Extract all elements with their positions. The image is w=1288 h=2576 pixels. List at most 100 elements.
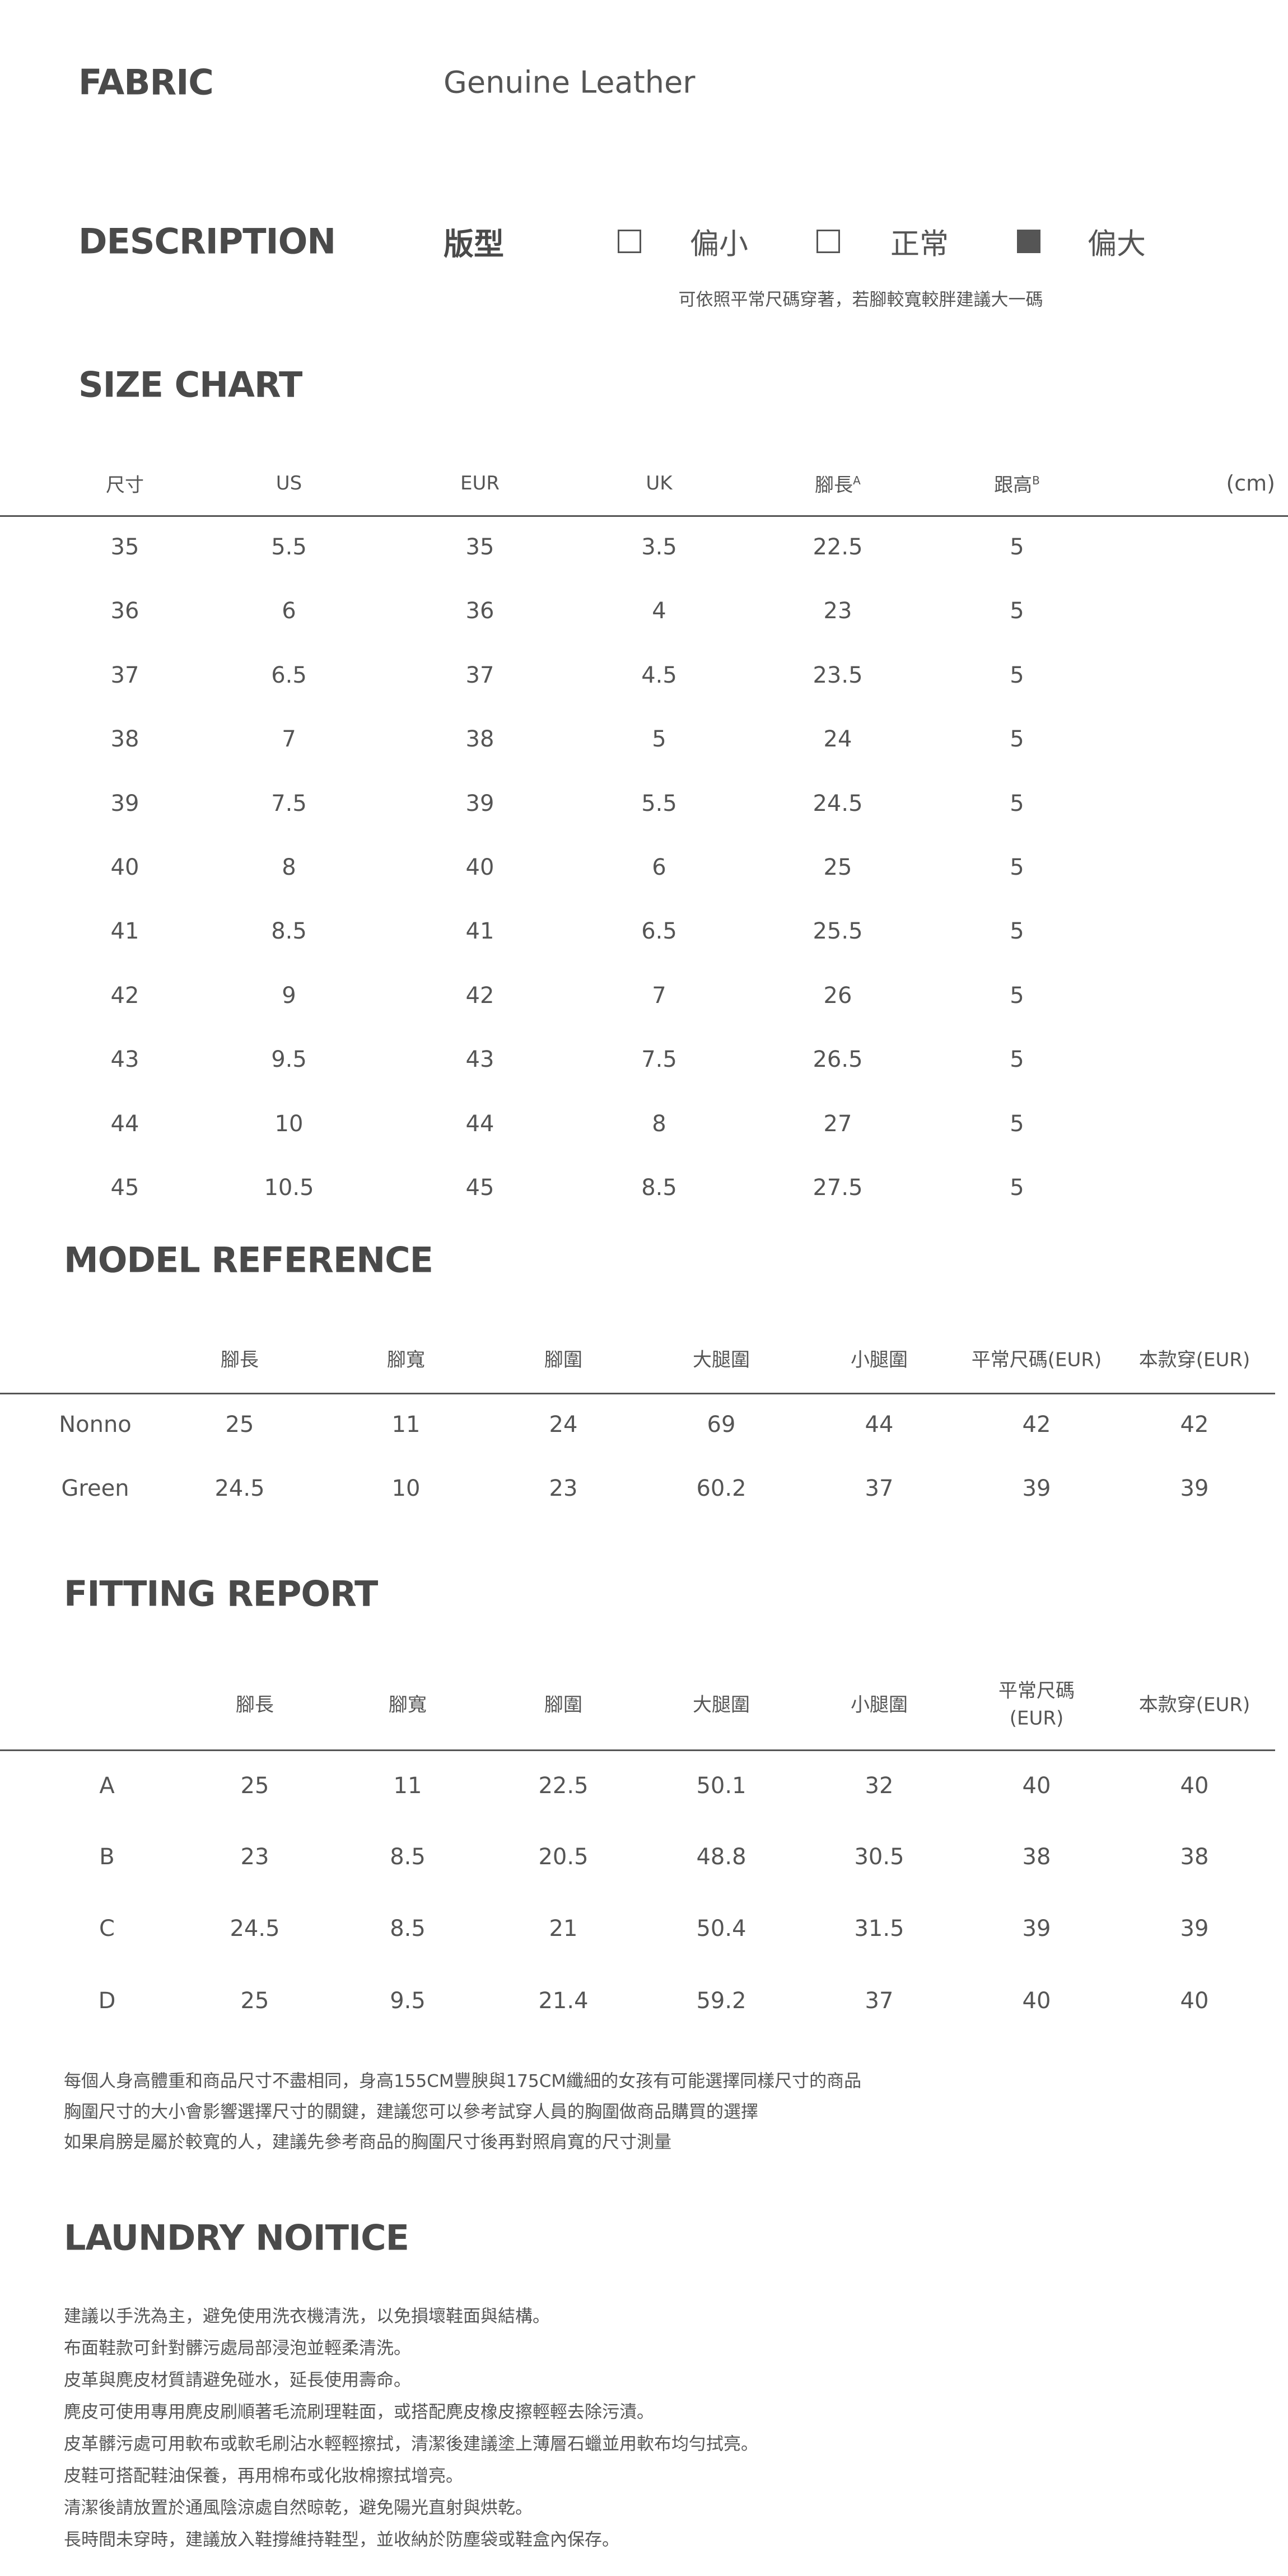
column-header: 腳圍 [544, 1693, 582, 1716]
table-cell: 35 [110, 534, 139, 560]
fitting-note: 每個人身高體重和商品尺寸不盡相同，身高155CM豐腴與175CM纖細的女孩有可能… [64, 2071, 862, 2092]
table-cell: 21 [549, 1916, 578, 1942]
table-cell: 11 [393, 1773, 422, 1799]
table-cell: 36 [465, 598, 494, 624]
table-cell: 27 [823, 1110, 852, 1137]
column-header: 大腿圍 [693, 1348, 750, 1371]
table-cell: 43 [465, 1047, 494, 1073]
column-header: 本款穿(EUR) [1138, 1693, 1250, 1716]
table-cell: 26.5 [813, 1047, 863, 1073]
table-cell: 38 [465, 726, 494, 753]
laundry-item: 布面鞋款可針對髒污處局部浸泡並輕柔清洗。 [64, 2338, 411, 2359]
table-cell: 5.5 [271, 534, 307, 560]
table-cell: 60.2 [696, 1476, 746, 1501]
table-cell: 45 [110, 1175, 139, 1201]
table-cell: 44 [865, 1412, 894, 1438]
column-header: 腳長A [815, 470, 861, 497]
table-cell: 10.5 [264, 1175, 314, 1201]
table-cell: 45 [465, 1175, 494, 1201]
table-cell: 8 [652, 1110, 666, 1137]
table-cell: 39 [110, 790, 139, 816]
column-header: 腳寬 [387, 1348, 425, 1371]
laundry-item: 皮革與麂皮材質請避免碰水，延長使用壽命。 [64, 2370, 411, 2391]
fit-option-label: 正常 [890, 227, 949, 262]
table-cell: 5 [1010, 598, 1024, 624]
table-cell: 41 [465, 918, 494, 945]
table-cell: 5.5 [641, 790, 677, 816]
table-cell: 42 [1022, 1412, 1051, 1438]
table-cell: Nonno [59, 1412, 132, 1438]
table-cell: 6 [652, 855, 666, 880]
table-cell: 6.5 [271, 662, 307, 688]
table-cell: 5 [1010, 662, 1024, 688]
table-cell: 7.5 [641, 1047, 677, 1073]
model-reference-heading: MODEL REFERENCE [64, 1239, 433, 1281]
table-cell: 39 [465, 790, 494, 816]
laundry-heading: LAUNDRY NOITICE [64, 2217, 409, 2258]
table-cell: 25 [240, 1988, 269, 2014]
column-header: 平常尺碼 (EUR) [998, 1679, 1075, 1730]
table-cell: 39 [1022, 1476, 1051, 1501]
table-cell: 9 [282, 982, 296, 1009]
table-cell: 23 [240, 1844, 269, 1870]
table-cell: 48.8 [696, 1844, 746, 1870]
table-cell: 23.5 [813, 662, 863, 688]
fit-option-label: 偏小 [690, 227, 749, 262]
table-cell: 9.5 [390, 1988, 426, 2014]
table-cell: 25 [240, 1773, 269, 1799]
column-header: 跟高B [994, 470, 1040, 497]
table-cell: 8.5 [390, 1844, 426, 1870]
fabric-heading: FABRIC [78, 62, 214, 103]
table-cell: 5 [652, 726, 666, 753]
table-cell: 9.5 [271, 1047, 307, 1073]
description-heading: DESCRIPTION [78, 221, 336, 262]
table-cell: Green [61, 1476, 129, 1501]
laundry-item: 清潔後請放置於通風陰涼處自然晾乾，避免陽光直射與烘乾。 [64, 2498, 533, 2518]
header-superscript: A [853, 474, 861, 488]
table-cell: 22.5 [813, 534, 863, 560]
checkbox-checked[interactable] [1017, 230, 1040, 253]
table-cell: 10 [391, 1476, 421, 1501]
table-cell: 7.5 [271, 790, 307, 816]
table-cell: 5 [1010, 1175, 1024, 1201]
table-cell: 44 [465, 1110, 494, 1137]
table-cell: 24 [823, 726, 852, 753]
table-cell: 27.5 [813, 1175, 863, 1201]
table-cell: B [99, 1844, 115, 1870]
table-cell: 5 [1010, 790, 1024, 816]
fitting-report-heading: FITTING REPORT [64, 1573, 378, 1614]
table-cell: 69 [707, 1412, 736, 1438]
table-cell: 38 [110, 726, 139, 753]
column-header: 大腿圍 [693, 1693, 750, 1716]
fit-option-label: 偏大 [1088, 227, 1146, 262]
checkbox-unchecked[interactable] [618, 230, 641, 253]
table-cell: 4.5 [641, 662, 677, 688]
table-cell: 8.5 [390, 1916, 426, 1942]
table-cell: 10 [274, 1110, 304, 1137]
table-cell: 40 [1180, 1988, 1209, 2014]
column-header-label: 跟高 [994, 474, 1033, 497]
table-cell: 4 [652, 598, 666, 624]
table-cell: 3.5 [641, 534, 677, 560]
table-cell: 5 [1010, 1047, 1024, 1073]
table-cell: 24.5 [214, 1476, 265, 1501]
checkbox-unchecked[interactable] [816, 230, 840, 253]
column-header: 本款穿(EUR) [1138, 1348, 1250, 1371]
column-header: EUR [460, 472, 500, 494]
column-header: US [276, 472, 302, 494]
table-cell: 5 [1010, 982, 1024, 1009]
fit-label: 版型 [444, 226, 504, 262]
table-divider [0, 1749, 1275, 1751]
table-cell: A [99, 1773, 115, 1799]
table-cell: 39 [1180, 1476, 1209, 1501]
size-chart-heading: SIZE CHART [78, 364, 302, 405]
column-header: UK [646, 472, 672, 494]
column-header: 小腿圍 [851, 1693, 908, 1716]
table-cell: 37 [865, 1988, 894, 2014]
unit-label: (cm) [1226, 471, 1275, 496]
table-cell: 5 [1010, 534, 1024, 560]
table-cell: 24.5 [813, 790, 863, 816]
table-cell: 23 [823, 598, 852, 624]
table-divider [0, 1393, 1275, 1394]
table-cell: 7 [652, 982, 666, 1009]
